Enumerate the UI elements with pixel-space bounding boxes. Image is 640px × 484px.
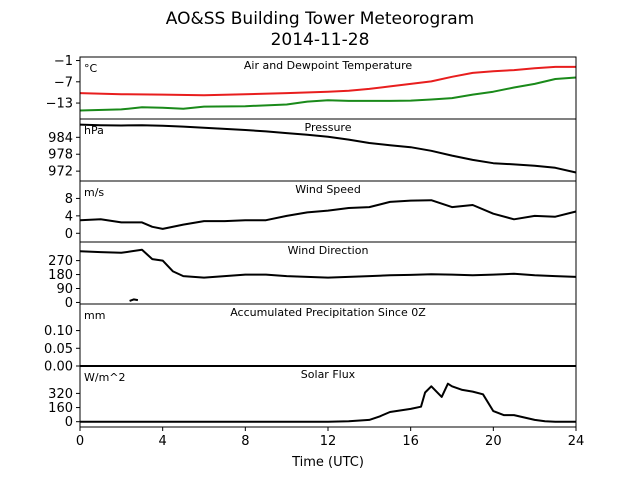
y-tick-label-wind_dir-1: 180 [48, 268, 73, 283]
x-axis: 0 4 8 12 16 20 24 [76, 427, 584, 449]
y-tick-label-precip-1: 0.05 [44, 342, 73, 357]
y-tick-label-temp-2: −13 [46, 97, 73, 112]
panel-title-wind_speed: Wind Speed [295, 183, 361, 196]
panel-wind_speed: 8 4 0 Wind Speed m/s [65, 180, 577, 243]
series-line-wind_dir-0 [79, 248, 577, 279]
series-line-wind_speed-0 [79, 199, 577, 230]
panel-title-pressure: Pressure [305, 121, 352, 134]
panel-unit-solar: W/m^2 [84, 371, 126, 384]
y-tick-label-precip-0: 0.10 [44, 324, 73, 339]
y-tick-label-wind_speed-2: 0 [65, 227, 73, 242]
series-line-temp-1 [79, 76, 577, 112]
y-tick-label-solar-2: 0 [65, 415, 73, 430]
panel-pressure: 984 978 972 Pressure hPa [48, 118, 577, 182]
panel-temp: −1 −7 −13 Air and Dewpoint Temperature °C [46, 54, 577, 120]
x-tick-label-6: 24 [568, 434, 585, 449]
panel-title-temp: Air and Dewpoint Temperature [244, 59, 412, 72]
y-tick-label-wind_dir-2: 90 [56, 282, 73, 297]
y-tick-label-wind_speed-1: 4 [65, 209, 73, 224]
panel-title-solar: Solar Flux [301, 368, 356, 381]
panel-unit-pressure: hPa [84, 124, 104, 137]
panel-title-wind_dir: Wind Direction [288, 244, 369, 257]
x-tick-label-2: 8 [241, 434, 249, 449]
panel-title-precip: Accumulated Precipitation Since 0Z [230, 306, 426, 319]
figure-title-line2: 2014-11-28 [271, 30, 370, 50]
series-line-solar-0 [80, 382, 576, 423]
panel-unit-temp: °C [84, 62, 98, 75]
series-line-pressure-0 [79, 123, 577, 174]
y-tick-label-temp-0: −1 [54, 54, 73, 69]
y-tick-label-temp-1: −7 [54, 75, 73, 90]
panel-unit-wind_speed: m/s [84, 186, 104, 199]
y-tick-label-solar-1: 160 [48, 401, 73, 416]
y-tick-label-wind_dir-0: 270 [48, 254, 73, 269]
y-tick-label-pressure-2: 972 [48, 165, 73, 180]
x-tick-label-5: 20 [485, 434, 502, 449]
y-tick-label-wind_speed-0: 8 [65, 192, 73, 207]
x-tick-label-4: 16 [402, 434, 419, 449]
series-line-wind_dir-1 [129, 298, 139, 302]
x-tick-label-0: 0 [76, 434, 84, 449]
y-tick-label-precip-2: 0.00 [44, 360, 73, 375]
x-tick-label-3: 12 [320, 434, 337, 449]
x-axis-label: Time (UTC) [291, 455, 364, 470]
y-tick-label-wind_dir-3: 0 [65, 296, 73, 311]
figure-title-line1: AO&SS Building Tower Meteorogram [166, 9, 474, 29]
x-tick-label-1: 4 [159, 434, 167, 449]
y-tick-label-pressure-1: 978 [48, 148, 73, 163]
panel-unit-precip: mm [84, 309, 105, 322]
panel-precip: 0.10 0.05 0.00 Accumulated Precipitation Si… [44, 303, 577, 375]
y-tick-label-pressure-0: 984 [48, 131, 73, 146]
chart-panels: −1 −7 −13 Air and Dewpoint Temperature °C 984… [44, 54, 577, 430]
y-tick-label-solar-0: 320 [48, 387, 73, 402]
series-line-temp-0 [79, 65, 576, 97]
